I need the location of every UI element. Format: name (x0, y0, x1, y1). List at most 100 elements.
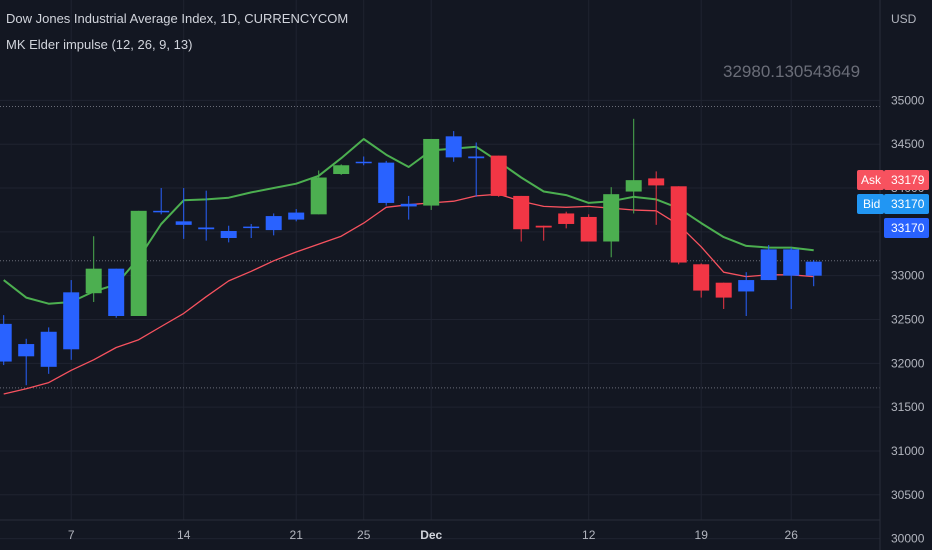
candle-body (400, 203, 417, 207)
overlay-value: 32980.130543649 (723, 62, 860, 81)
candle (108, 268, 125, 318)
candle-body (535, 225, 552, 228)
price-tick-label: 31500 (891, 400, 925, 414)
time-tick-label: 25 (357, 528, 371, 542)
candle-body (603, 194, 620, 242)
candle-body (130, 210, 147, 316)
candle-body (40, 331, 57, 367)
candle-body (288, 212, 305, 220)
candle-body (490, 155, 507, 196)
ask-tag[interactable]: Ask 33179 (857, 170, 929, 190)
ask-value: 33179 (891, 173, 925, 187)
candle (130, 210, 147, 316)
last-price-value: 33170 (891, 221, 925, 235)
last-price-tag[interactable]: 33170 (884, 218, 929, 238)
overlay-value-box: 32980.130543649 (723, 62, 860, 81)
price-tick-label: 31000 (891, 444, 925, 458)
candle-body (220, 230, 237, 238)
candle (670, 186, 687, 265)
candles (0, 118, 822, 386)
candle (243, 223, 260, 238)
price-tick-label: 33000 (891, 269, 925, 283)
candle (265, 213, 282, 236)
candle-body (310, 177, 327, 215)
indicator-label[interactable]: MK Elder impulse (12, 26, 9, 13) (6, 37, 192, 52)
candle (603, 187, 620, 258)
candle-body (18, 344, 35, 357)
currency-label: USD (891, 12, 917, 26)
candle (18, 338, 35, 386)
candle (625, 118, 642, 214)
bid-label: Bid (863, 197, 880, 211)
candle (355, 156, 372, 166)
candle (310, 170, 327, 215)
bid-tag[interactable]: Bid 33170 (857, 194, 929, 214)
price-tick-label: 30000 (891, 532, 925, 546)
ask-value-box (884, 170, 929, 190)
candle-body (355, 161, 372, 164)
candle (198, 190, 215, 241)
candle (648, 171, 665, 225)
candle-body (198, 227, 215, 230)
ask-label-box (857, 170, 884, 190)
candle (288, 209, 305, 222)
time-tick-label: 19 (695, 528, 709, 542)
candle-body (760, 249, 777, 281)
candle-body (670, 186, 687, 263)
time-tick-label: 14 (177, 528, 191, 542)
candle-body (108, 268, 125, 316)
candle (513, 195, 530, 242)
candle-body (63, 292, 80, 350)
chart-title: Dow Jones Industrial Average Index, 1D, … (6, 11, 348, 26)
candle (445, 131, 462, 162)
candle-body (333, 165, 350, 175)
candle (40, 327, 57, 374)
candle-body (558, 213, 575, 224)
time-tick-label: 12 (582, 528, 596, 542)
price-tick-label: 35000 (891, 93, 925, 107)
candle-body (738, 280, 755, 292)
candle-body (445, 136, 462, 158)
candle (85, 236, 102, 302)
candle (715, 282, 732, 309)
candle (220, 225, 237, 243)
bid-value-box (884, 194, 929, 214)
candle-body (0, 323, 12, 362)
candle (580, 214, 597, 242)
candle-body (265, 216, 282, 231)
time-axis[interactable]: 7 14 21 25 Dec 12 19 26 (68, 528, 798, 542)
ask-label: Ask (861, 173, 882, 187)
price-tick-label: 30500 (891, 488, 925, 502)
candle (535, 225, 552, 241)
bid-label-box (857, 194, 884, 214)
price-axis[interactable]: 3000030500310003150032000325003300033500… (891, 93, 925, 545)
candle-body (153, 210, 170, 213)
last-price-box (884, 218, 929, 238)
bid-value: 33170 (891, 197, 925, 211)
candle (423, 138, 440, 210)
candle (783, 247, 800, 309)
time-tick-label: 21 (290, 528, 304, 542)
candle (558, 211, 575, 229)
candle-body (580, 216, 597, 242)
candle-body (468, 156, 485, 159)
candle (333, 164, 350, 175)
candle (378, 160, 395, 206)
candle-body (243, 226, 260, 229)
candle (468, 142, 485, 197)
price-tick-label: 32000 (891, 356, 925, 370)
time-tick-label: Dec (420, 528, 442, 542)
candle (490, 155, 507, 197)
candle-body (648, 178, 665, 186)
price-tick-label: 34500 (891, 137, 925, 151)
candle (738, 272, 755, 316)
candle (153, 188, 170, 215)
candle-body (715, 282, 732, 298)
candle (693, 263, 710, 298)
candle-body (805, 261, 822, 276)
time-tick-label: 26 (785, 528, 799, 542)
candle (175, 188, 192, 239)
candle-body (85, 268, 102, 294)
candle-body (625, 180, 642, 192)
